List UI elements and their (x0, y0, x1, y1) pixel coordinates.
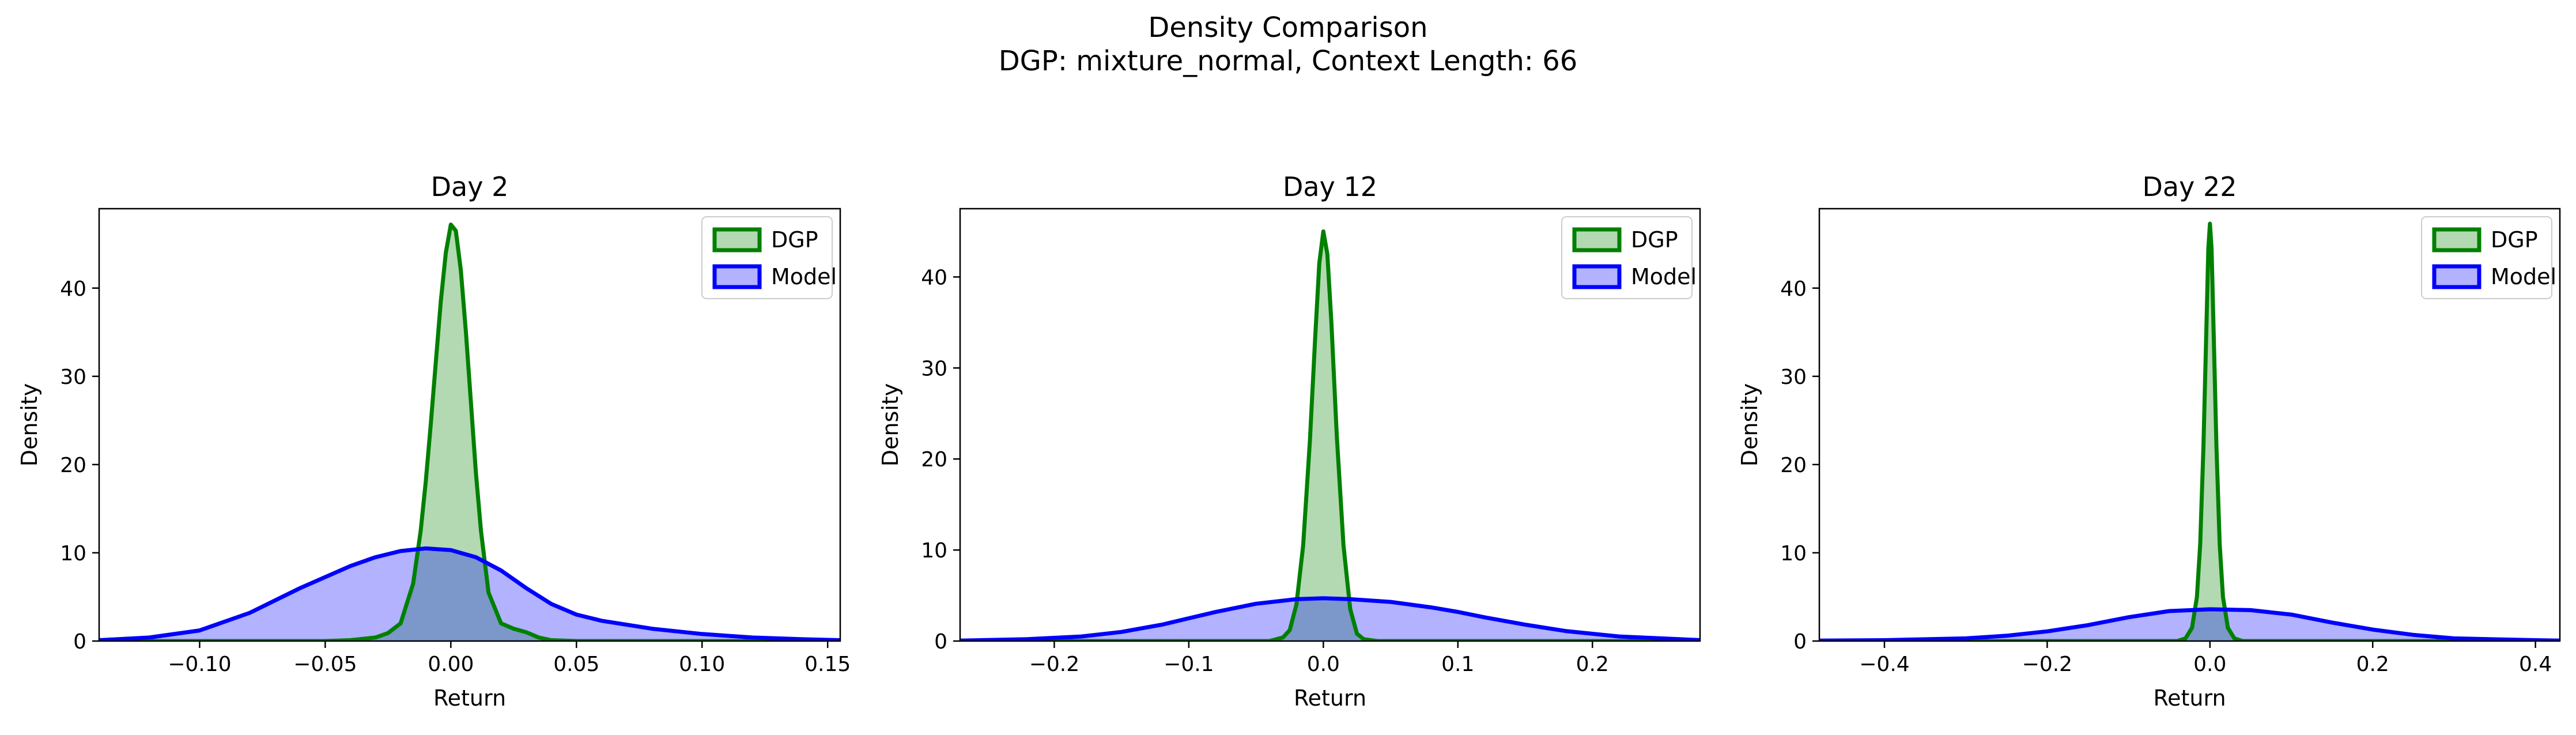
panel-3-frame (1818, 208, 2561, 642)
panel-2-ytick-label: 10 (921, 539, 947, 563)
panel-1-legend: DGP Model (701, 216, 837, 299)
panel-3-legend-box (2421, 216, 2552, 299)
panel-3-xtick-label: −0.2 (2022, 653, 2072, 676)
panel-2-xtick-label: 0.0 (1307, 653, 1340, 676)
panel-2-xtick-label: −0.1 (1164, 653, 1214, 676)
panel-2-title: Day 12 (1283, 171, 1377, 202)
panel-3-ytick-label: 20 (1780, 454, 1807, 477)
panel-1-xtick-label: 0.05 (553, 653, 599, 676)
panel-2-legend-label-dgp: DGP (1631, 227, 1678, 252)
panel-3-ytick-label: 0 (1793, 630, 1807, 654)
panel-2-frame (959, 208, 1701, 642)
panel-2-ytick-label: 30 (921, 357, 947, 380)
panel-3-ytick-label: 40 (1780, 277, 1807, 301)
panel-1-legend-box (701, 216, 833, 299)
panel-1-legend-swatch-dgp (712, 227, 762, 252)
panel-3-ytick-label: 30 (1780, 365, 1807, 389)
panel-3-xtick-label: 0.4 (2519, 653, 2552, 676)
panel-2-ytick-label: 0 (934, 630, 947, 654)
panel-2-plot-area (960, 229, 1700, 641)
panel-2-ylabel: Density (878, 383, 903, 466)
panel-2-legend-label-model: Model (1631, 264, 1697, 289)
figure-title-line1: Density Comparison (1148, 12, 1427, 44)
panel-2-xtick-label: 0.1 (1441, 653, 1474, 676)
panel-1-dgp-fill (99, 224, 840, 641)
panel-1-xtick-label: 0.15 (804, 653, 851, 676)
panel-1-legend-label-dgp: DGP (771, 227, 818, 252)
panel-1-plot-area (99, 223, 840, 641)
panel-3-xtick-label: 0.0 (2193, 653, 2226, 676)
panel-3-legend-label-model: Model (2491, 264, 2556, 289)
panel-2: −0.2 −0.1 0.0 0.1 0.2 0 10 20 30 40 Return Density D… (878, 171, 1701, 711)
panel-3-model-line (1819, 607, 2560, 641)
panel-1-ytick-label: 20 (60, 454, 86, 477)
panel-1-dgp-line (99, 223, 840, 641)
panel-3-plot-area (1819, 221, 2560, 641)
panel-2-dgp-fill (960, 231, 1700, 641)
panel-2-xtick-label: −0.2 (1029, 653, 1079, 676)
panel-3-xlabel: Return (2153, 685, 2226, 711)
panel-1-ytick-label: 30 (60, 365, 86, 389)
panel-1-xtick-label: −0.10 (168, 653, 231, 676)
panel-1-xtick-label: 0.10 (679, 653, 725, 676)
panel-2-legend: DGP Model (1561, 216, 1697, 299)
panels: −0.10 −0.05 0.00 0.05 0.10 0.15010203040Retur… (17, 171, 2561, 711)
panel-2-ytick-label: 40 (921, 266, 947, 289)
panel-3-legend-swatch-model (2432, 264, 2481, 289)
panel-3-ylabel: Density (1737, 383, 1762, 466)
panel-2-dgp-line (960, 229, 1700, 641)
panel-2-legend-swatch-dgp (1572, 227, 1622, 252)
panel-1-model-line (99, 546, 840, 641)
panel-3-xtick-label: −0.4 (1859, 653, 1909, 676)
panel-1: −0.10 −0.05 0.00 0.05 0.10 0.15 0 10 20 30 40 Retur… (17, 171, 851, 711)
panel-2-ytick-label: 20 (921, 448, 947, 472)
panel-1-xlabel: Return (433, 685, 506, 711)
panel-1-legend-swatch-model (712, 264, 762, 289)
panel-1-legend-label-model: Model (771, 264, 837, 289)
panel-3-legend-swatch-dgp (2432, 227, 2481, 252)
panel-1-ytick-label: 0 (73, 630, 86, 654)
panel-3-ytick-label: 10 (1780, 542, 1807, 566)
panel-1-ylabel: Density (17, 383, 42, 466)
panel-1-xtick-label: −0.05 (293, 653, 357, 676)
panel-2-legend-box (1561, 216, 1693, 299)
panel-3-xtick-label: 0.2 (2356, 653, 2389, 676)
panel-2-legend-swatch-model (1572, 264, 1622, 289)
panel-1-frame (98, 208, 841, 642)
panel-3-model-fill (1819, 609, 2560, 641)
panel-3-dgp-line (1819, 221, 2560, 641)
panel-1-ytick-label: 10 (60, 542, 86, 566)
panel-2-xlabel: Return (1294, 685, 1366, 711)
panel-3: −0.4 −0.2 0.0 0.2 0.4 0 10 20 30 40 Return Density D… (1737, 171, 2561, 711)
panel-1-model-fill (99, 548, 840, 641)
panel-3-legend: DGP Model (2421, 216, 2556, 299)
panel-1-ytick-label: 40 (60, 277, 86, 301)
panel-2-model-line (960, 596, 1700, 641)
panel-3-legend-label-dgp: DGP (2491, 227, 2538, 252)
panel-2-xtick-label: 0.2 (1576, 653, 1609, 676)
panel-1-xtick-label: 0.00 (428, 653, 474, 676)
panel-2-model-fill (960, 598, 1700, 641)
figure-title-line2: DGP: mixture_normal, Context Length: 66 (999, 45, 1578, 77)
panel-3-title: Day 22 (2143, 171, 2237, 202)
panel-1-title: Day 2 (431, 171, 509, 202)
